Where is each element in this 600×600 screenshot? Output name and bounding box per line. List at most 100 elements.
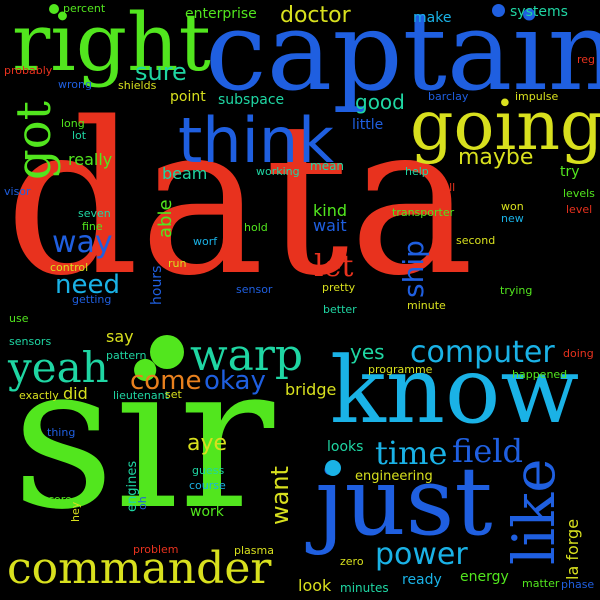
word-doing: doing <box>563 347 594 360</box>
word-worf: worf <box>193 235 218 248</box>
word-hey: hey <box>69 501 82 522</box>
word-oh: oh <box>136 496 149 510</box>
word-sensors: sensors <box>9 335 52 348</box>
word-say: say <box>106 327 134 346</box>
word-lieutenant: lieutenant <box>113 389 169 402</box>
word-commander: commander <box>7 543 272 594</box>
word-minutes: minutes <box>340 581 389 595</box>
word-really: really <box>68 150 113 169</box>
dot-percent-icon <box>49 4 59 14</box>
word-better: better <box>323 303 357 316</box>
word-transporter: transporter <box>392 206 455 219</box>
word-wait: wait <box>313 216 347 235</box>
word-make: make <box>413 10 452 26</box>
dot-know-icon <box>325 460 341 476</box>
word-bridge: bridge <box>285 380 337 399</box>
word-hold: hold <box>244 221 268 234</box>
word-thing: thing <box>47 426 76 439</box>
word-levels: levels <box>563 187 595 200</box>
word-did: did <box>63 384 88 403</box>
word-yeah: yeah <box>8 343 109 392</box>
word-set: set <box>165 388 182 401</box>
word-beam: beam <box>162 164 208 183</box>
word-sensor: sensor <box>236 283 273 296</box>
word-come: come <box>130 366 202 396</box>
word-time: time <box>375 434 448 472</box>
word-probably: probably <box>4 64 53 77</box>
word-second: second <box>456 234 496 247</box>
word-just: just <box>315 447 493 557</box>
word-like: like <box>500 458 568 565</box>
word-shields: shields <box>118 79 157 92</box>
word-looks: looks <box>327 439 364 455</box>
word-control: control <box>50 261 89 274</box>
word-la-forge: la forge <box>563 518 582 580</box>
word-visor: visor <box>4 185 31 198</box>
word-trying: trying <box>500 284 533 297</box>
word-sir: sir <box>12 321 275 554</box>
word-need: need <box>55 270 120 300</box>
word-way: way <box>52 225 113 260</box>
word-use: use <box>9 312 29 325</box>
word-aye: aye <box>187 431 228 456</box>
word-happened: happened <box>512 368 568 381</box>
word-impulse: impulse <box>515 90 559 103</box>
word-sure: sure <box>135 58 187 86</box>
word-maybe: maybe <box>458 145 534 170</box>
word-lot: lot <box>72 129 87 142</box>
word-computer: computer <box>410 335 555 370</box>
word-exactly: exactly <box>19 389 59 402</box>
word-power: power <box>375 537 468 572</box>
word-getting: getting <box>72 293 112 306</box>
word-fine: fine <box>82 220 103 233</box>
word-enterprise: enterprise <box>185 6 257 22</box>
word-point: point <box>170 89 206 105</box>
word-long: long <box>61 117 85 130</box>
dot-sir-icon <box>150 335 184 369</box>
word-mean: mean <box>310 159 345 173</box>
word-subspace: subspace <box>218 92 285 108</box>
word-captain: captain <box>205 0 600 115</box>
word-barclay: barclay <box>428 90 469 103</box>
word-right: right <box>12 0 211 89</box>
word-okay: okay <box>204 366 266 396</box>
word-hours: hours <box>149 265 165 305</box>
word-ready: ready <box>402 572 442 588</box>
word-data: data <box>5 77 475 322</box>
word-help: help <box>405 165 429 178</box>
word-zero: zero <box>340 555 364 568</box>
word-work: work <box>190 504 224 520</box>
word-going: going <box>410 87 600 166</box>
word-level: level <box>566 203 593 216</box>
word-matter: matter <box>522 577 560 590</box>
word-plasma: plasma <box>234 544 274 557</box>
word-try: try <box>560 164 580 180</box>
word-percent: percent <box>63 2 106 15</box>
word-energy: energy <box>460 569 509 585</box>
word-field: field <box>452 432 523 470</box>
word-let: let <box>314 249 354 284</box>
word-got: got <box>6 101 62 180</box>
word-ship: ship <box>397 240 430 298</box>
word-yes: yes <box>350 340 385 364</box>
word-kind: kind <box>313 201 348 220</box>
word-working: working <box>256 165 300 178</box>
word-pattern: pattern <box>106 349 147 362</box>
word-phase: phase <box>561 578 595 591</box>
dot-systems-icon <box>492 4 505 17</box>
word-won: won <box>501 200 524 213</box>
word-reg: reg <box>577 53 596 66</box>
word-run: run <box>168 257 187 270</box>
word-able: able <box>155 199 176 238</box>
word-want: want <box>266 466 294 525</box>
word-problem: problem <box>133 543 179 556</box>
word-systems: systems <box>510 4 568 20</box>
word-guess: guess <box>192 464 225 477</box>
word-minute: minute <box>407 299 446 312</box>
word-course: course <box>189 479 226 492</box>
word-seven: seven <box>78 207 111 220</box>
word-core: core <box>48 493 72 506</box>
word-think: think <box>178 104 335 177</box>
word-warp: warp <box>190 330 304 381</box>
